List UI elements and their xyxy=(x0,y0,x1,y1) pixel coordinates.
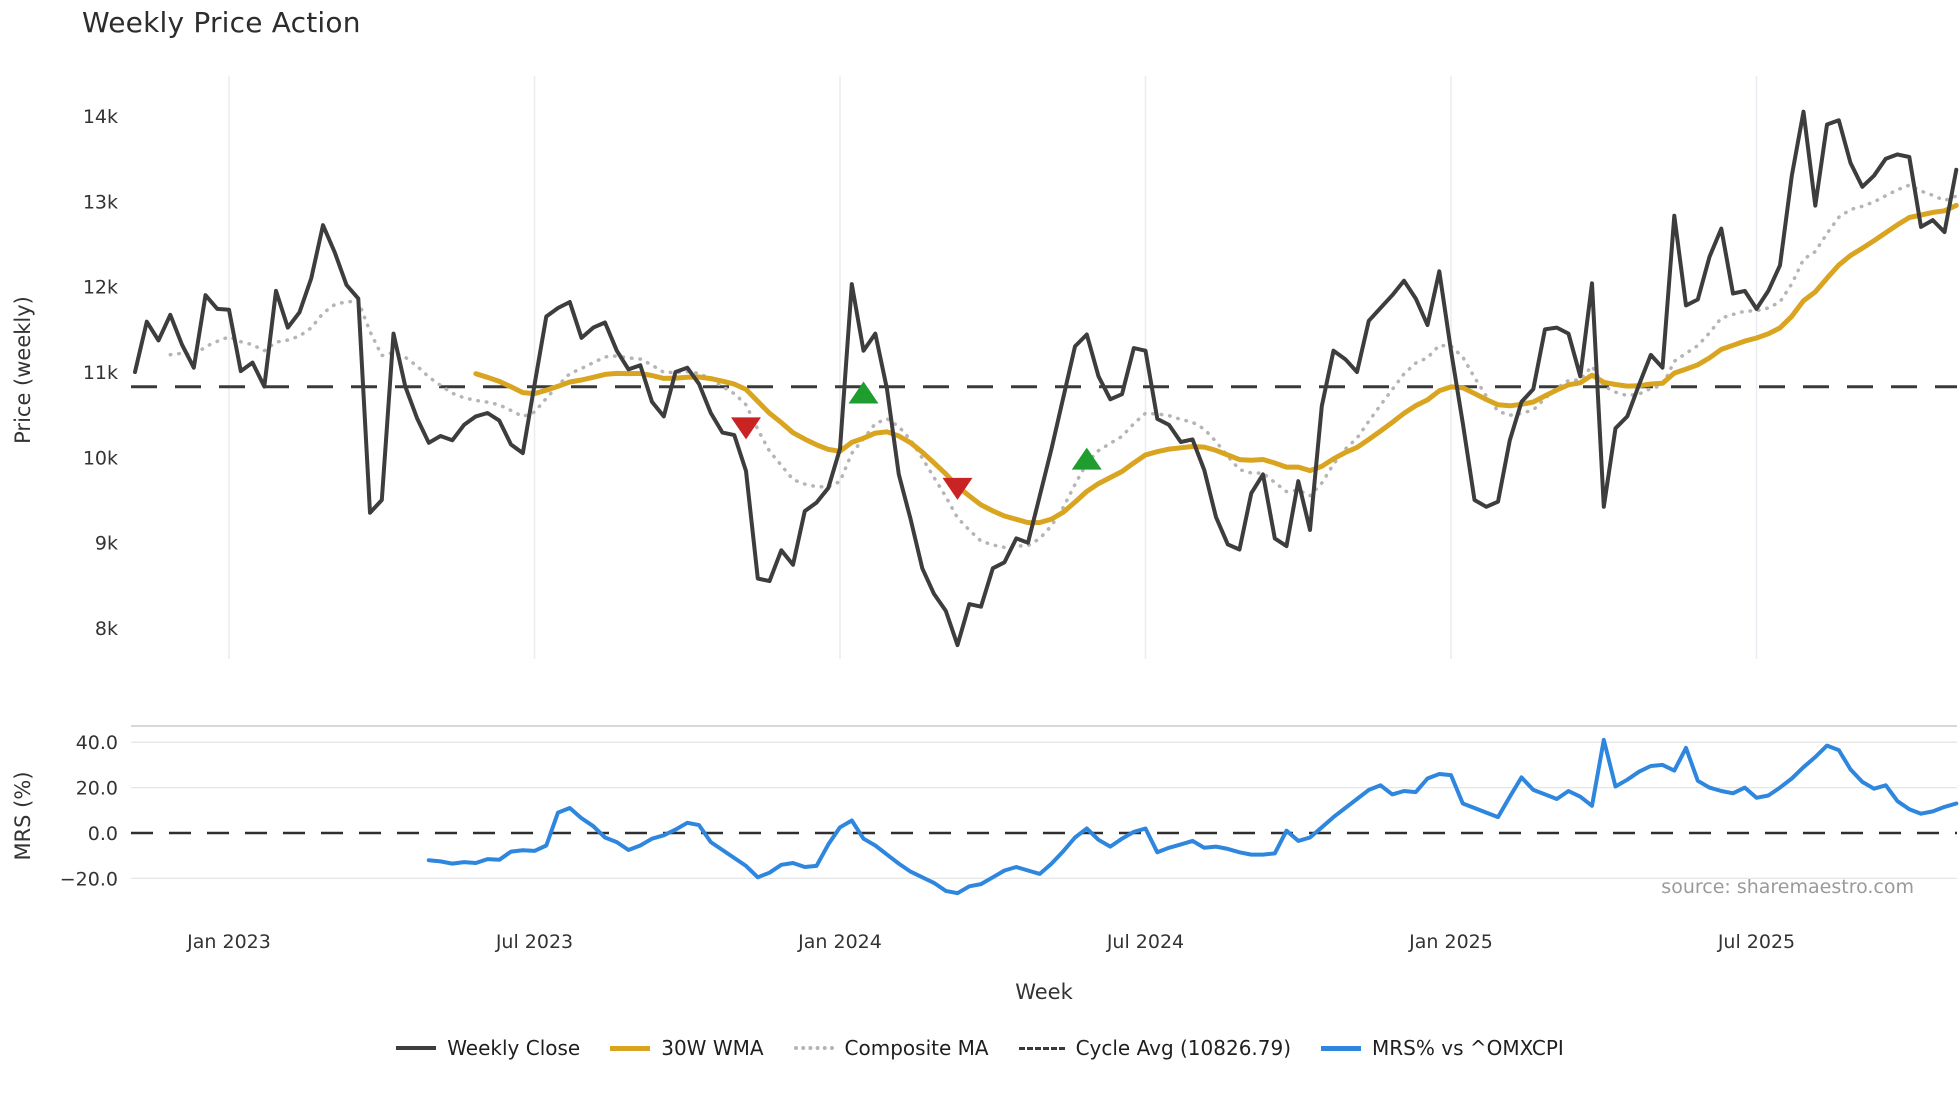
series-layer xyxy=(131,109,1959,896)
trade-marker-layer xyxy=(731,381,1102,500)
mrs-line-swatch xyxy=(1321,1045,1362,1051)
legend-item-cycle-avg: Cycle Avg (10826.79) xyxy=(1018,1036,1292,1060)
legend-item-mrs: MRS% vs ^OMXCPI xyxy=(1321,1036,1564,1060)
chart-title: Weekly Price Action xyxy=(82,6,361,39)
price-tick-label: 14k xyxy=(83,106,118,128)
composite-ma-line-swatch xyxy=(793,1046,834,1050)
x-axis-label: Week xyxy=(1015,980,1073,1004)
mrs-tick-label: 40.0 xyxy=(76,732,118,754)
mrs-axis-label: MRS (%) xyxy=(11,771,35,860)
tick-layer: 14k 13k 12k 11k 10k 9k 8k 40.0 20.0 0.0 … xyxy=(60,106,1795,953)
legend-label: Cycle Avg (10826.79) xyxy=(1075,1036,1292,1060)
legend-label: Weekly Close xyxy=(447,1036,581,1060)
x-tick-label: Jan 2024 xyxy=(797,931,882,953)
x-tick-label: Jan 2025 xyxy=(1408,931,1493,953)
legend-item-weekly-close: Weekly Close xyxy=(396,1036,580,1060)
legend-item-30w-wma: 30W WMA xyxy=(610,1036,764,1060)
x-tick-label: Jul 2024 xyxy=(1106,931,1184,953)
legend-label: 30W WMA xyxy=(661,1036,764,1060)
legend: Weekly Close 30W WMA Composite MA Cycle … xyxy=(0,1036,1960,1060)
gridline-layer xyxy=(131,76,1957,880)
weekly-close-line-swatch xyxy=(396,1046,437,1050)
price-tick-label: 12k xyxy=(83,277,118,299)
mrs-tick-label: 0.0 xyxy=(88,823,118,845)
source-note: source: sharemaestro.com xyxy=(1661,876,1914,898)
price-tick-label: 11k xyxy=(83,362,118,384)
x-tick-label: Jul 2025 xyxy=(1717,931,1795,953)
x-tick-label: Jul 2023 xyxy=(495,931,573,953)
cycle-avg-line-swatch xyxy=(1018,1046,1065,1050)
price-axis-label: Price (weekly) xyxy=(11,296,35,444)
price-tick-label: 10k xyxy=(83,447,118,469)
mrs-tick-label: −20.0 xyxy=(60,868,118,890)
price-tick-label: 9k xyxy=(95,533,118,555)
price-tick-label: 13k xyxy=(83,191,118,213)
mrs-tick-label: 20.0 xyxy=(76,778,118,800)
price-tick-label: 8k xyxy=(95,618,118,640)
legend-label: MRS% vs ^OMXCPI xyxy=(1372,1036,1564,1060)
x-tick-label: Jan 2023 xyxy=(186,931,271,953)
legend-item-composite-ma: Composite MA xyxy=(793,1036,989,1060)
wma-line-swatch xyxy=(610,1045,651,1051)
legend-label: Composite MA xyxy=(844,1036,989,1060)
